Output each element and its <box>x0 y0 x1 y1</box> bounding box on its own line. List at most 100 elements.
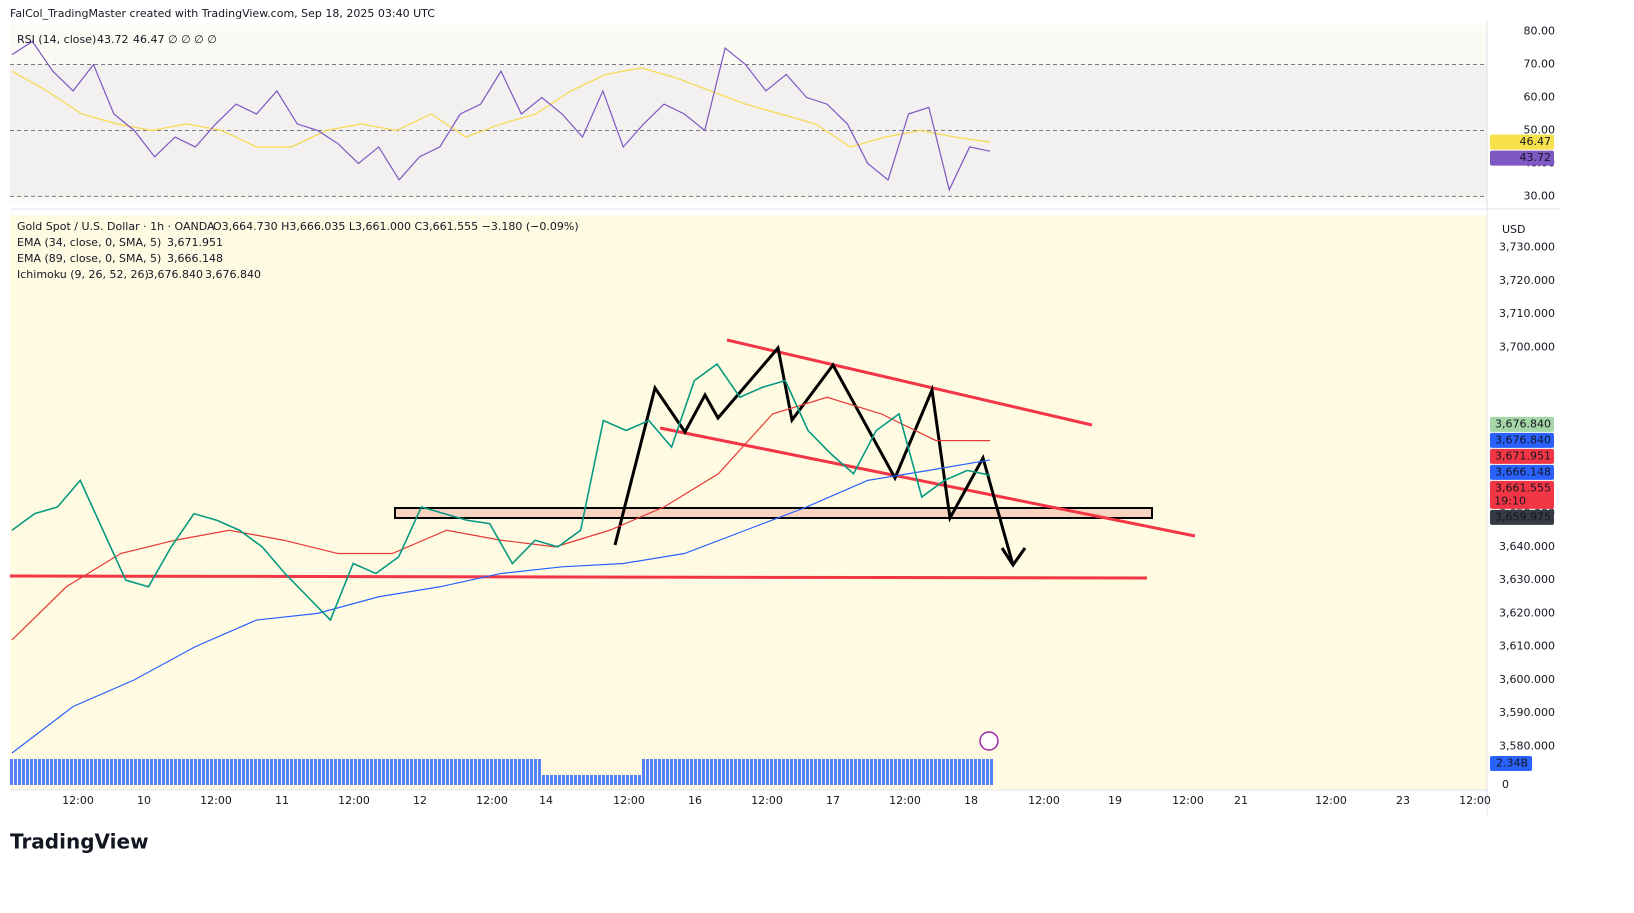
volume-bar <box>858 759 861 785</box>
volume-bar <box>658 759 661 785</box>
volume-bar <box>454 759 457 785</box>
volume-bar <box>590 775 593 785</box>
volume-bar <box>134 759 137 785</box>
indicator-legend: EMA (89, close, 0, SMA, 5) <box>17 252 161 265</box>
volume-bar <box>150 759 153 785</box>
volume-bar <box>358 759 361 785</box>
volume-bar <box>34 759 37 785</box>
x-tick-label: 17 <box>826 794 840 807</box>
volume-bar <box>870 759 873 785</box>
price-tick-label: 3,600.000 <box>1499 673 1555 686</box>
volume-bar <box>394 759 397 785</box>
indicator-value: 3,676.840 <box>147 268 203 281</box>
volume-bar <box>694 759 697 785</box>
volume-bar <box>762 759 765 785</box>
volume-bar <box>530 759 533 785</box>
price-tag-label: 3,676.840 <box>1495 417 1551 430</box>
volume-bar <box>854 759 857 785</box>
volume-bar <box>146 759 149 785</box>
volume-bar <box>66 759 69 785</box>
x-tick-label: 19 <box>1108 794 1122 807</box>
x-tick-label: 12:00 <box>613 794 645 807</box>
x-tick-label: 14 <box>539 794 553 807</box>
channel-bottom <box>659 426 1196 538</box>
volume-bar <box>126 759 129 785</box>
volume-bar <box>162 759 165 785</box>
volume-bar <box>370 759 373 785</box>
volume-bar <box>874 759 877 785</box>
price-tick-label: 3,640.000 <box>1499 540 1555 553</box>
price-tick-label: 3,610.000 <box>1499 640 1555 653</box>
price-tag <box>1490 480 1554 509</box>
volume-bar <box>250 759 253 785</box>
volume-bar <box>910 759 913 785</box>
volume-bar <box>90 759 93 785</box>
volume-bar <box>934 759 937 785</box>
volume-bar <box>774 759 777 785</box>
volume-bar <box>362 759 365 785</box>
price-tag-label: 3,659.975 <box>1495 510 1551 523</box>
volume-bar <box>914 759 917 785</box>
volume-bar <box>318 759 321 785</box>
volume-bar <box>770 759 773 785</box>
x-tick-label: 10 <box>137 794 151 807</box>
volume-bar <box>794 759 797 785</box>
volume-bar <box>334 759 337 785</box>
volume-bar <box>330 759 333 785</box>
volume-bar <box>698 759 701 785</box>
volume-tag-label: 2.34B <box>1496 757 1528 770</box>
volume-bar <box>438 759 441 785</box>
volume-bar <box>802 759 805 785</box>
price-tag <box>1490 432 1554 448</box>
volume-bar <box>122 759 125 785</box>
price-tag <box>1490 509 1554 525</box>
rsi-ma <box>11 67 991 148</box>
volume-bar <box>254 759 257 785</box>
volume-bar <box>398 759 401 785</box>
volume-bar <box>378 759 381 785</box>
drawings <box>9 338 1196 580</box>
volume-bar <box>266 759 269 785</box>
volume-bars <box>10 759 993 785</box>
volume-bar <box>714 759 717 785</box>
volume-bar <box>510 759 513 785</box>
volume-bar <box>138 759 141 785</box>
price-title: Gold Spot / U.S. Dollar · 1h · OANDA <box>17 220 215 233</box>
price-tag-label: 46.47 <box>1520 135 1552 148</box>
rsi-tick-label: 70.00 <box>1524 58 1556 71</box>
volume-bar <box>466 759 469 785</box>
volume-bar <box>986 759 989 785</box>
volume-bar <box>70 759 73 785</box>
volume-bar <box>350 759 353 785</box>
x-tick-label: 12:00 <box>1172 794 1204 807</box>
volume-bar <box>246 759 249 785</box>
volume-bar <box>450 759 453 785</box>
support-line <box>9 574 1148 580</box>
x-tick-label: 12 <box>413 794 427 807</box>
price-tick-label: 3,730.000 <box>1499 241 1555 254</box>
volume-bar <box>886 759 889 785</box>
volume-bar <box>278 759 281 785</box>
volume-bar <box>54 759 57 785</box>
volume-tag <box>1490 756 1532 771</box>
volume-bar <box>418 759 421 785</box>
volume-bar <box>570 775 573 785</box>
volume-bar <box>354 759 357 785</box>
volume-bar <box>562 775 565 785</box>
volume-bar <box>938 759 941 785</box>
volume-bar <box>710 759 713 785</box>
x-tick-label: 16 <box>688 794 702 807</box>
volume-bar <box>514 759 517 785</box>
volume-bar <box>382 759 385 785</box>
price-tag-label: 3,676.840 <box>1495 433 1551 446</box>
volume-bar <box>302 759 305 785</box>
event-icon[interactable] <box>979 731 999 751</box>
rsi-legend: RSI (14, close) <box>17 33 96 46</box>
price-tick-label: 3,720.000 <box>1499 274 1555 287</box>
logo: TradingView <box>10 830 149 854</box>
price-tick-label: 3,620.000 <box>1499 606 1555 619</box>
volume-bar <box>62 759 65 785</box>
volume-bar <box>190 759 193 785</box>
currency: USD <box>1502 223 1526 236</box>
ema89 <box>11 459 991 754</box>
